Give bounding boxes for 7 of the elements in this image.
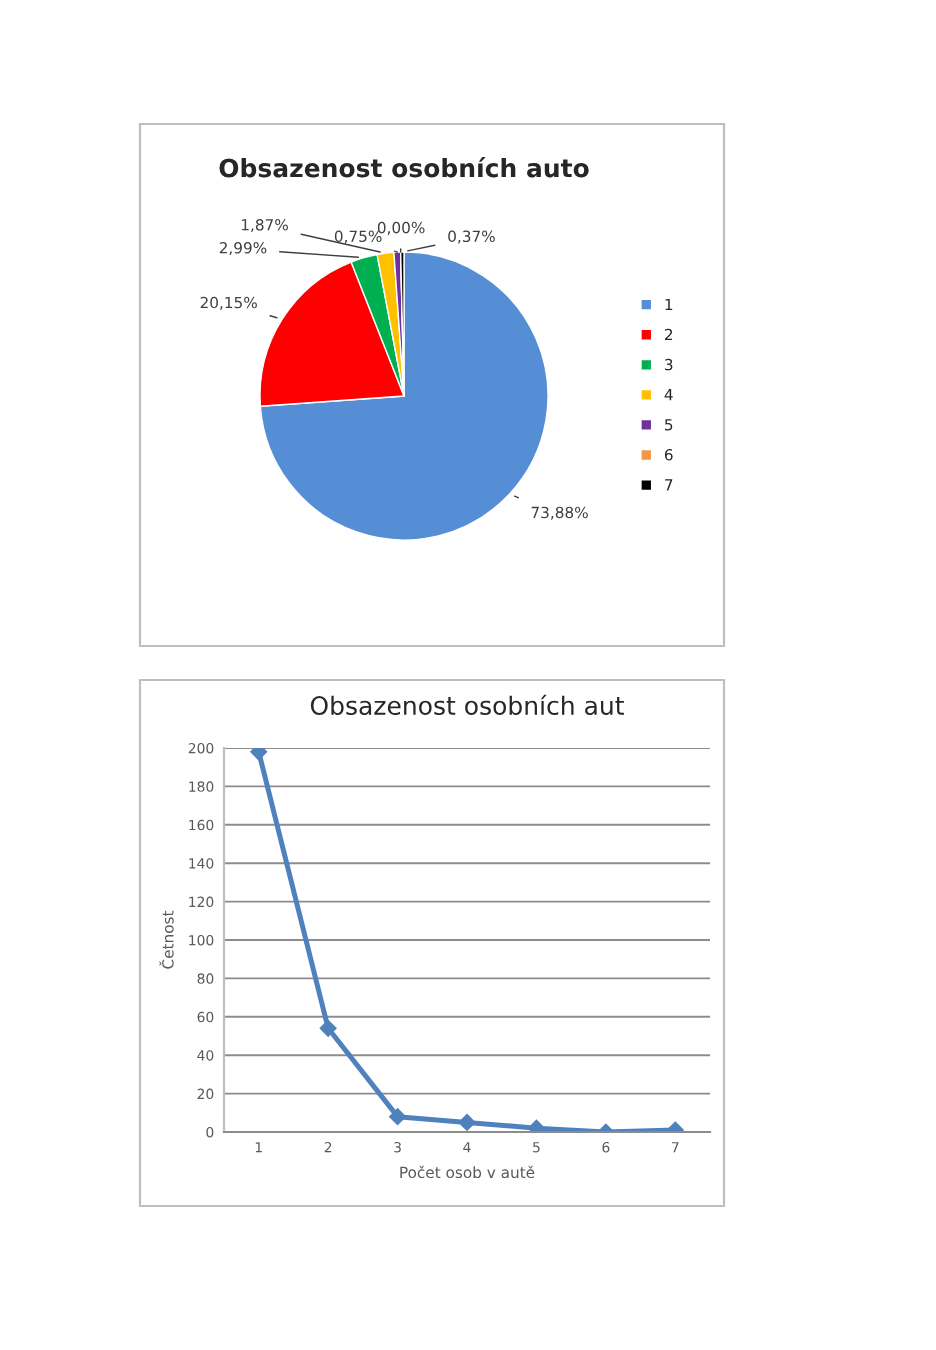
chart-title: Obsazenost osobních auto	[219, 157, 589, 178]
point	[319, 1020, 337, 1037]
point	[389, 1108, 406, 1125]
point	[458, 1114, 476, 1131]
point	[250, 748, 267, 761]
chart-title: Obsazenost osobních aut	[310, 694, 624, 716]
point	[528, 1119, 545, 1132]
